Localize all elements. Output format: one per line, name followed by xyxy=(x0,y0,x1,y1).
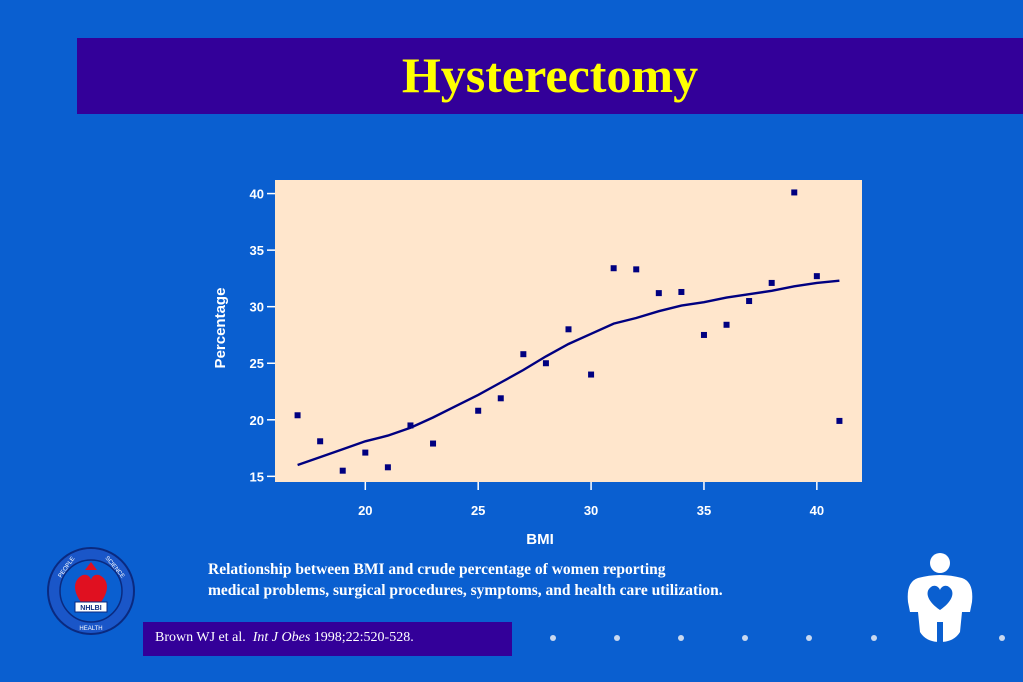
logo-bottom-text: HEALTH xyxy=(79,626,102,632)
citation-journal: Int J Obes xyxy=(252,630,311,645)
data-point xyxy=(655,290,662,297)
data-point xyxy=(588,371,595,378)
logo-center-text: NHLBI xyxy=(80,605,101,612)
y-tick-label: 40 xyxy=(250,187,264,202)
person-heart-icon xyxy=(907,553,973,642)
dot-icon xyxy=(678,635,684,641)
caption-line-2: medical problems, surgical procedures, s… xyxy=(208,582,723,599)
citation: Brown WJ et al. Int J Obes 1998;22:520-5… xyxy=(155,630,414,646)
y-tick-label: 30 xyxy=(250,300,264,315)
x-axis-label: BMI xyxy=(526,531,554,548)
data-point xyxy=(746,298,753,305)
dot-icon xyxy=(806,635,812,641)
nhlbi-logo-icon: NHLBI PEOPLE SCIENCE HEALTH xyxy=(47,547,135,635)
data-point xyxy=(633,266,640,273)
y-tick-label: 25 xyxy=(250,356,264,371)
dot-icon xyxy=(871,635,877,641)
y-axis: 15 20 25 30 35 40 xyxy=(250,187,275,484)
x-tick-label: 40 xyxy=(810,503,824,518)
y-tick-label: 20 xyxy=(250,413,264,428)
data-point xyxy=(475,407,482,414)
data-point xyxy=(384,464,391,471)
dot-icon xyxy=(999,635,1005,641)
data-point xyxy=(678,288,685,295)
citation-details: 1998;22:520-528. xyxy=(313,630,414,645)
data-points xyxy=(294,189,843,474)
citation-bar: Brown WJ et al. Int J Obes 1998;22:520-5… xyxy=(143,622,512,656)
x-tick-label: 30 xyxy=(584,503,598,518)
data-point xyxy=(836,417,843,424)
data-point xyxy=(497,395,504,402)
x-tick-label: 25 xyxy=(471,503,485,518)
x-axis: 20 25 30 35 40 xyxy=(358,482,824,518)
dot-icon xyxy=(742,635,748,641)
data-point xyxy=(768,279,775,286)
y-tick-label: 35 xyxy=(250,243,264,258)
data-point xyxy=(813,273,820,280)
data-point xyxy=(700,331,707,338)
slide-title: Hysterectomy xyxy=(401,47,699,103)
trend-line xyxy=(297,279,840,467)
data-point xyxy=(610,265,617,272)
y-axis-label: Percentage xyxy=(212,288,229,369)
dot-icon xyxy=(550,635,556,641)
data-point xyxy=(565,326,572,333)
title-bar: Hysterectomy xyxy=(77,38,1023,114)
chart-caption: Relationship between BMI and crude perce… xyxy=(208,559,848,601)
data-point xyxy=(791,189,798,196)
data-point xyxy=(430,440,437,447)
data-point xyxy=(542,360,549,367)
data-point xyxy=(723,321,730,328)
data-point xyxy=(362,449,369,456)
x-tick-label: 35 xyxy=(697,503,711,518)
data-point xyxy=(294,412,301,419)
data-point xyxy=(339,467,346,474)
x-tick-label: 20 xyxy=(358,503,372,518)
citation-authors: Brown WJ et al. xyxy=(155,630,246,645)
dot-icon xyxy=(614,635,620,641)
data-point xyxy=(520,351,527,358)
caption-line-1: Relationship between BMI and crude perce… xyxy=(208,561,666,578)
y-tick-label: 15 xyxy=(250,469,264,484)
data-point xyxy=(407,422,414,429)
data-point xyxy=(317,438,324,445)
